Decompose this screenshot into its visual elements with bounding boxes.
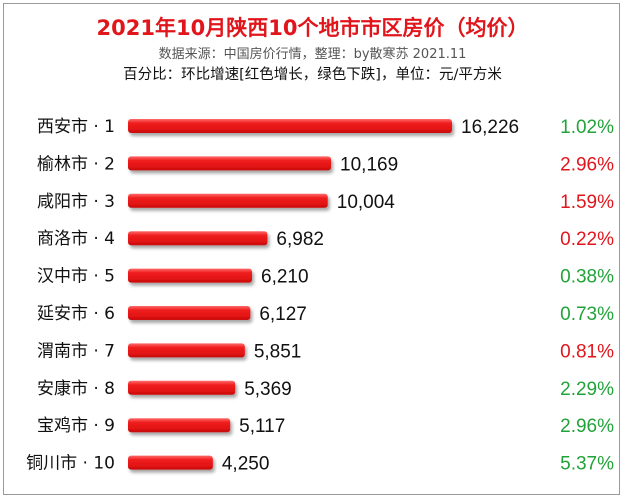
value-label: 6,127 [259,304,307,325]
change-label: 0.81% [560,341,614,362]
change-label: 2.29% [560,379,614,400]
bar-row: 商洛市 · 4 6,982 0.22% [37,229,614,250]
bar [128,231,268,246]
category-label: 咸阳市 · 3 [37,192,115,212]
category-label: 延安市 · 6 [37,304,115,324]
bar [128,193,328,208]
change-label: 0.38% [560,267,614,288]
category-label: 商洛市 · 4 [37,229,115,249]
bar-row: 咸阳市 · 3 10,004 1.59% [37,192,614,213]
bar-row: 渭南市 · 7 5,851 0.81% [37,341,614,362]
value-label: 10,004 [337,192,396,213]
value-label: 6,982 [276,229,324,250]
category-label: 渭南市 · 7 [37,341,115,361]
bar [128,156,332,171]
bar-row: 汉中市 · 5 6,210 0.38% [37,267,614,288]
category-label: 铜川市 · 10 [26,454,115,474]
bar [128,380,236,395]
bar [128,119,452,133]
chart-title: 2021年10月陕西10个地市市区房价（均价） [96,16,529,40]
bar [128,455,213,470]
change-label: 2.96% [560,154,614,175]
change-label: 0.22% [560,229,614,250]
change-label: 5.37% [560,454,614,475]
value-label: 4,250 [222,454,270,475]
bar [128,268,253,283]
value-label: 5,369 [244,379,292,400]
chart-frame [3,3,620,495]
chart-note: 百分比：环比增速[红色增长，绿色下跌]，单位：元/平方米 [123,67,502,83]
bar [128,418,231,433]
category-label: 宝鸡市 · 9 [37,416,115,436]
category-label: 榆林市 · 2 [37,154,115,174]
value-label: 5,117 [239,416,285,437]
bar-row: 安康市 · 8 5,369 2.29% [37,379,614,400]
change-label: 2.96% [560,416,614,437]
category-label: 安康市 · 8 [37,379,115,399]
value-label: 10,169 [340,154,398,175]
value-label: 16,226 [461,117,519,138]
change-label: 1.02% [560,117,614,138]
chart-subtitle: 数据来源：中国房价行情，整理：by散寒苏 2021.11 [158,47,467,62]
category-label: 西安市 · 1 [37,117,115,137]
bar-row: 铜川市 · 10 4,250 5.37% [26,454,614,475]
change-label: 1.59% [560,192,614,213]
bar [128,343,245,358]
bar-row: 延安市 · 6 6,127 0.73% [37,304,614,325]
value-label: 5,851 [254,341,302,362]
bar-row: 榆林市 · 2 10,169 2.96% [37,154,614,175]
value-label: 6,210 [261,267,309,288]
bar-row: 西安市 · 1 16,226 1.02% [37,117,614,138]
bar-row: 宝鸡市 · 9 5,117 2.96% [37,416,614,437]
change-label: 0.73% [560,304,614,325]
category-label: 汉中市 · 5 [37,267,115,287]
bar [128,306,251,320]
